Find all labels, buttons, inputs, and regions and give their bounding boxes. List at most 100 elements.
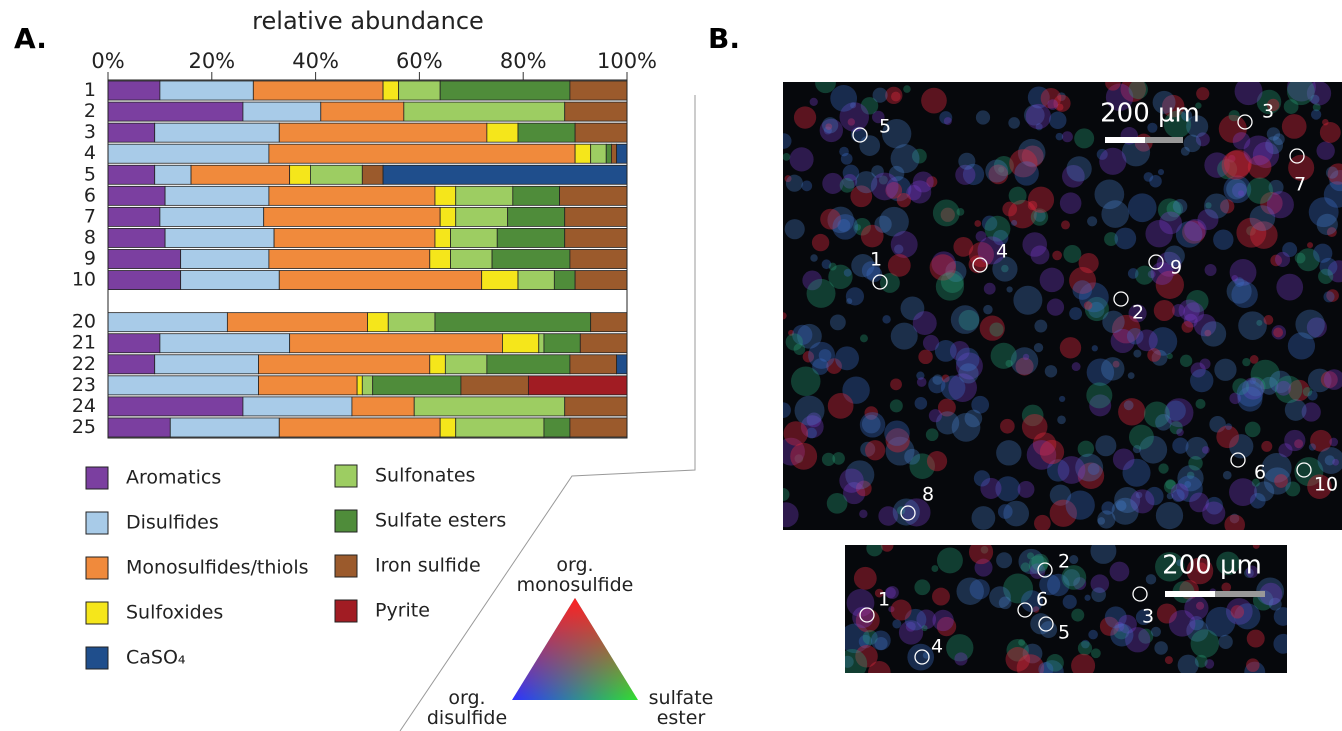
texture xyxy=(1015,357,1034,376)
bar-segment xyxy=(164,228,275,248)
texture xyxy=(993,155,1014,177)
image-main xyxy=(783,82,1342,530)
texture xyxy=(1168,610,1196,637)
connector xyxy=(399,95,696,731)
texture xyxy=(1023,104,1045,126)
texture xyxy=(1261,452,1292,483)
texture xyxy=(1214,358,1237,381)
texture xyxy=(974,220,982,227)
texture xyxy=(1017,138,1046,167)
spot-label: 3 xyxy=(1142,606,1154,628)
bar-segment xyxy=(538,333,545,354)
bar-segment xyxy=(252,80,384,101)
bar-segment xyxy=(107,80,161,101)
bar-segment xyxy=(263,206,441,227)
texture xyxy=(1327,260,1342,283)
texture xyxy=(1181,321,1194,333)
spot-label: 3 xyxy=(1262,101,1274,123)
texture xyxy=(835,346,860,371)
texture xyxy=(1229,258,1257,286)
bar-segment xyxy=(439,417,457,438)
texture xyxy=(1282,242,1298,258)
texture xyxy=(1077,641,1093,656)
texture xyxy=(1130,489,1155,514)
texture xyxy=(1200,321,1227,347)
texture xyxy=(1237,386,1263,412)
texture xyxy=(998,596,1012,610)
spot-label: 10 xyxy=(1314,474,1338,496)
texture xyxy=(1225,598,1253,625)
texture xyxy=(921,87,947,114)
spot-label: 7 xyxy=(1294,174,1306,196)
texture xyxy=(1302,386,1313,397)
texture xyxy=(1190,629,1220,658)
texture xyxy=(859,509,868,519)
bar-segment xyxy=(310,164,363,185)
bar-segment xyxy=(180,270,280,290)
texture xyxy=(1111,314,1141,344)
bar-segment xyxy=(574,143,592,164)
bar-segment xyxy=(434,228,451,248)
texture xyxy=(949,341,970,361)
texture xyxy=(850,185,873,208)
bar-segment xyxy=(574,122,628,143)
texture xyxy=(1183,313,1198,328)
texture xyxy=(802,351,815,363)
texture xyxy=(1026,440,1057,470)
spot-marker xyxy=(1017,602,1033,618)
texture xyxy=(1180,146,1190,156)
texture xyxy=(1204,329,1212,337)
legend-swatch xyxy=(85,511,109,535)
image-inset xyxy=(845,545,1287,673)
texture xyxy=(928,409,943,423)
texture xyxy=(845,655,854,668)
texture xyxy=(839,178,855,193)
texture xyxy=(790,442,818,470)
spot-marker xyxy=(1038,616,1054,632)
texture xyxy=(890,231,918,258)
texture xyxy=(1078,252,1099,274)
texture xyxy=(984,215,1011,242)
texture xyxy=(808,341,836,369)
texture xyxy=(855,644,878,668)
bar-segment xyxy=(450,228,498,248)
texture xyxy=(1266,191,1294,219)
bar-segment xyxy=(481,270,519,290)
bar-segment xyxy=(190,164,291,185)
texture xyxy=(1156,251,1182,277)
texture xyxy=(1323,181,1342,208)
texture xyxy=(882,315,891,324)
scale-bar xyxy=(1215,591,1265,597)
texture xyxy=(1268,597,1282,611)
texture xyxy=(1032,606,1040,613)
texture xyxy=(1247,155,1272,179)
texture xyxy=(1326,227,1337,238)
texture xyxy=(1073,577,1087,591)
texture xyxy=(1072,280,1093,300)
texture xyxy=(1184,480,1192,488)
bar-segment xyxy=(107,396,244,417)
texture xyxy=(940,207,955,222)
texture xyxy=(843,268,852,277)
y-tick-label: 23 xyxy=(72,374,96,396)
texture xyxy=(975,230,987,242)
texture xyxy=(1147,122,1158,133)
texture xyxy=(946,634,974,662)
bar-segment xyxy=(450,249,493,269)
texture xyxy=(1324,455,1335,466)
texture xyxy=(1245,376,1266,397)
texture xyxy=(1196,87,1210,101)
texture xyxy=(1066,156,1092,182)
y-tick-label: 24 xyxy=(72,395,96,417)
legend-label: Aromatics xyxy=(126,467,221,489)
texture xyxy=(974,558,993,577)
spot-marker xyxy=(914,649,930,665)
texture xyxy=(1020,590,1043,613)
texture xyxy=(1105,83,1134,112)
texture xyxy=(1319,257,1338,276)
texture xyxy=(1184,595,1209,621)
texture xyxy=(1059,337,1082,359)
texture xyxy=(1156,603,1177,624)
texture xyxy=(1204,659,1215,669)
